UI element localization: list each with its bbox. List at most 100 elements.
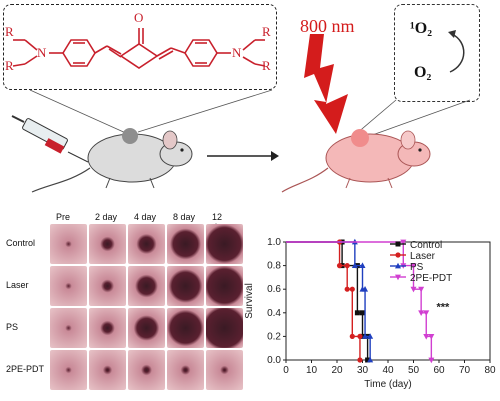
data-point <box>410 286 417 293</box>
callout-lines <box>29 89 471 139</box>
x-tick-label: 30 <box>357 365 369 376</box>
tumor-photo <box>206 350 243 390</box>
tumor-photo <box>167 224 204 264</box>
substituent-r-top-right: R <box>262 24 271 39</box>
tumor-photo <box>128 224 165 264</box>
photo-row-label: Laser <box>6 280 29 290</box>
legend-label: 2PE-PDT <box>410 273 452 284</box>
tumor-photo <box>128 266 165 306</box>
data-point <box>357 357 363 363</box>
mouse-with-syringe <box>11 115 193 193</box>
tumor-photo <box>50 350 87 390</box>
tumor-photo <box>89 308 126 348</box>
x-axis-label: Time (day) <box>364 379 411 390</box>
data-point <box>354 310 360 316</box>
tumor-photo <box>50 266 87 306</box>
x-tick-label: 0 <box>283 365 289 376</box>
oxygen-label: O₂ <box>414 64 432 81</box>
x-tick-label: 60 <box>433 365 445 376</box>
data-point <box>428 357 435 364</box>
tumor-photo <box>206 224 243 264</box>
laser-bolt-icon <box>304 34 348 134</box>
tumor-photo <box>128 350 165 390</box>
series-line <box>286 241 361 360</box>
data-point <box>351 262 358 268</box>
tumor-photo <box>206 308 243 348</box>
legend-label: PS <box>410 262 424 273</box>
tumor-photo <box>167 266 204 306</box>
tumor-photo <box>89 350 126 390</box>
mouse-icon <box>31 128 193 193</box>
photo-column-label: Pre <box>56 212 71 222</box>
substituent-r-bottom-left: R <box>5 58 14 73</box>
data-point <box>344 263 350 269</box>
data-point <box>359 262 366 268</box>
molecule-structure-box <box>3 4 277 90</box>
photo-row-label: Control <box>6 238 36 248</box>
x-tick-label: 70 <box>459 365 471 376</box>
data-point <box>367 333 374 339</box>
data-point <box>423 310 430 316</box>
photo-row-label: PS <box>6 322 19 332</box>
x-tick-label: 40 <box>382 365 394 376</box>
syringe-icon <box>11 115 89 163</box>
y-tick-label: 1.0 <box>267 237 281 248</box>
y-tick-label: 0.0 <box>267 355 281 366</box>
data-point <box>418 286 425 293</box>
y-tick-label: 0.4 <box>267 308 281 319</box>
x-tick-label: 50 <box>408 365 420 376</box>
tumor-photo <box>50 224 87 264</box>
nitrogen-left: N <box>37 45 47 60</box>
substituent-r-top-left: R <box>5 24 14 39</box>
data-point <box>395 241 401 247</box>
photo-column-label: 8 day <box>173 212 196 222</box>
tumor-photo <box>89 266 126 306</box>
wavelength-label: 800 nm <box>300 16 355 36</box>
arrow-right-icon <box>207 151 279 161</box>
y-tick-label: 0.8 <box>267 261 281 272</box>
y-tick-label: 0.6 <box>267 284 281 295</box>
data-point <box>400 239 407 246</box>
cycle-arrow-icon <box>448 30 465 73</box>
substituent-r-bottom-right: R <box>262 58 271 73</box>
photo-row-label: 2PE-PDT <box>6 364 45 374</box>
data-point <box>357 333 363 339</box>
survival-chart: 0 10 20 30 40 50 60 70 80 0.0 0.2 0.4 0.6 0.8 1.0 Time … <box>244 237 496 390</box>
x-tick-label: 80 <box>484 365 496 376</box>
data-point <box>365 357 371 363</box>
tumor-photo <box>89 224 126 264</box>
nitrogen-right: N <box>232 45 242 60</box>
data-point <box>410 263 417 269</box>
photo-column-label: 2 day <box>95 212 118 222</box>
data-point <box>367 356 374 363</box>
tumor-photo <box>167 350 204 390</box>
photo-column-label: 4 day <box>134 212 157 222</box>
treated-mouse-icon <box>281 129 431 193</box>
data-point <box>349 286 355 292</box>
plot-frame <box>285 241 491 361</box>
singlet-oxygen-box <box>394 4 480 102</box>
data-point <box>349 333 355 339</box>
significance-annotation: *** <box>436 301 450 313</box>
y-tick-label: 0.2 <box>267 331 281 342</box>
tumor-photo <box>167 308 204 348</box>
data-point <box>395 252 401 258</box>
data-point <box>362 333 369 339</box>
data-point <box>395 274 401 281</box>
y-axis-label: Survival <box>244 283 255 319</box>
x-tick-label: 10 <box>306 365 318 376</box>
data-point <box>344 286 350 292</box>
data-point <box>362 286 369 292</box>
molecule-structure <box>12 28 266 69</box>
singlet-oxygen-label: ¹O₂ <box>410 20 433 37</box>
legend-label: Control <box>410 240 442 251</box>
tumor-photo <box>50 308 87 348</box>
data-point <box>395 262 401 269</box>
data-point <box>360 310 365 316</box>
legend-label: Laser <box>410 251 436 262</box>
data-point <box>336 263 343 269</box>
carbonyl-oxygen: O <box>134 10 144 25</box>
x-tick-label: 20 <box>331 365 343 376</box>
data-point <box>423 334 430 340</box>
